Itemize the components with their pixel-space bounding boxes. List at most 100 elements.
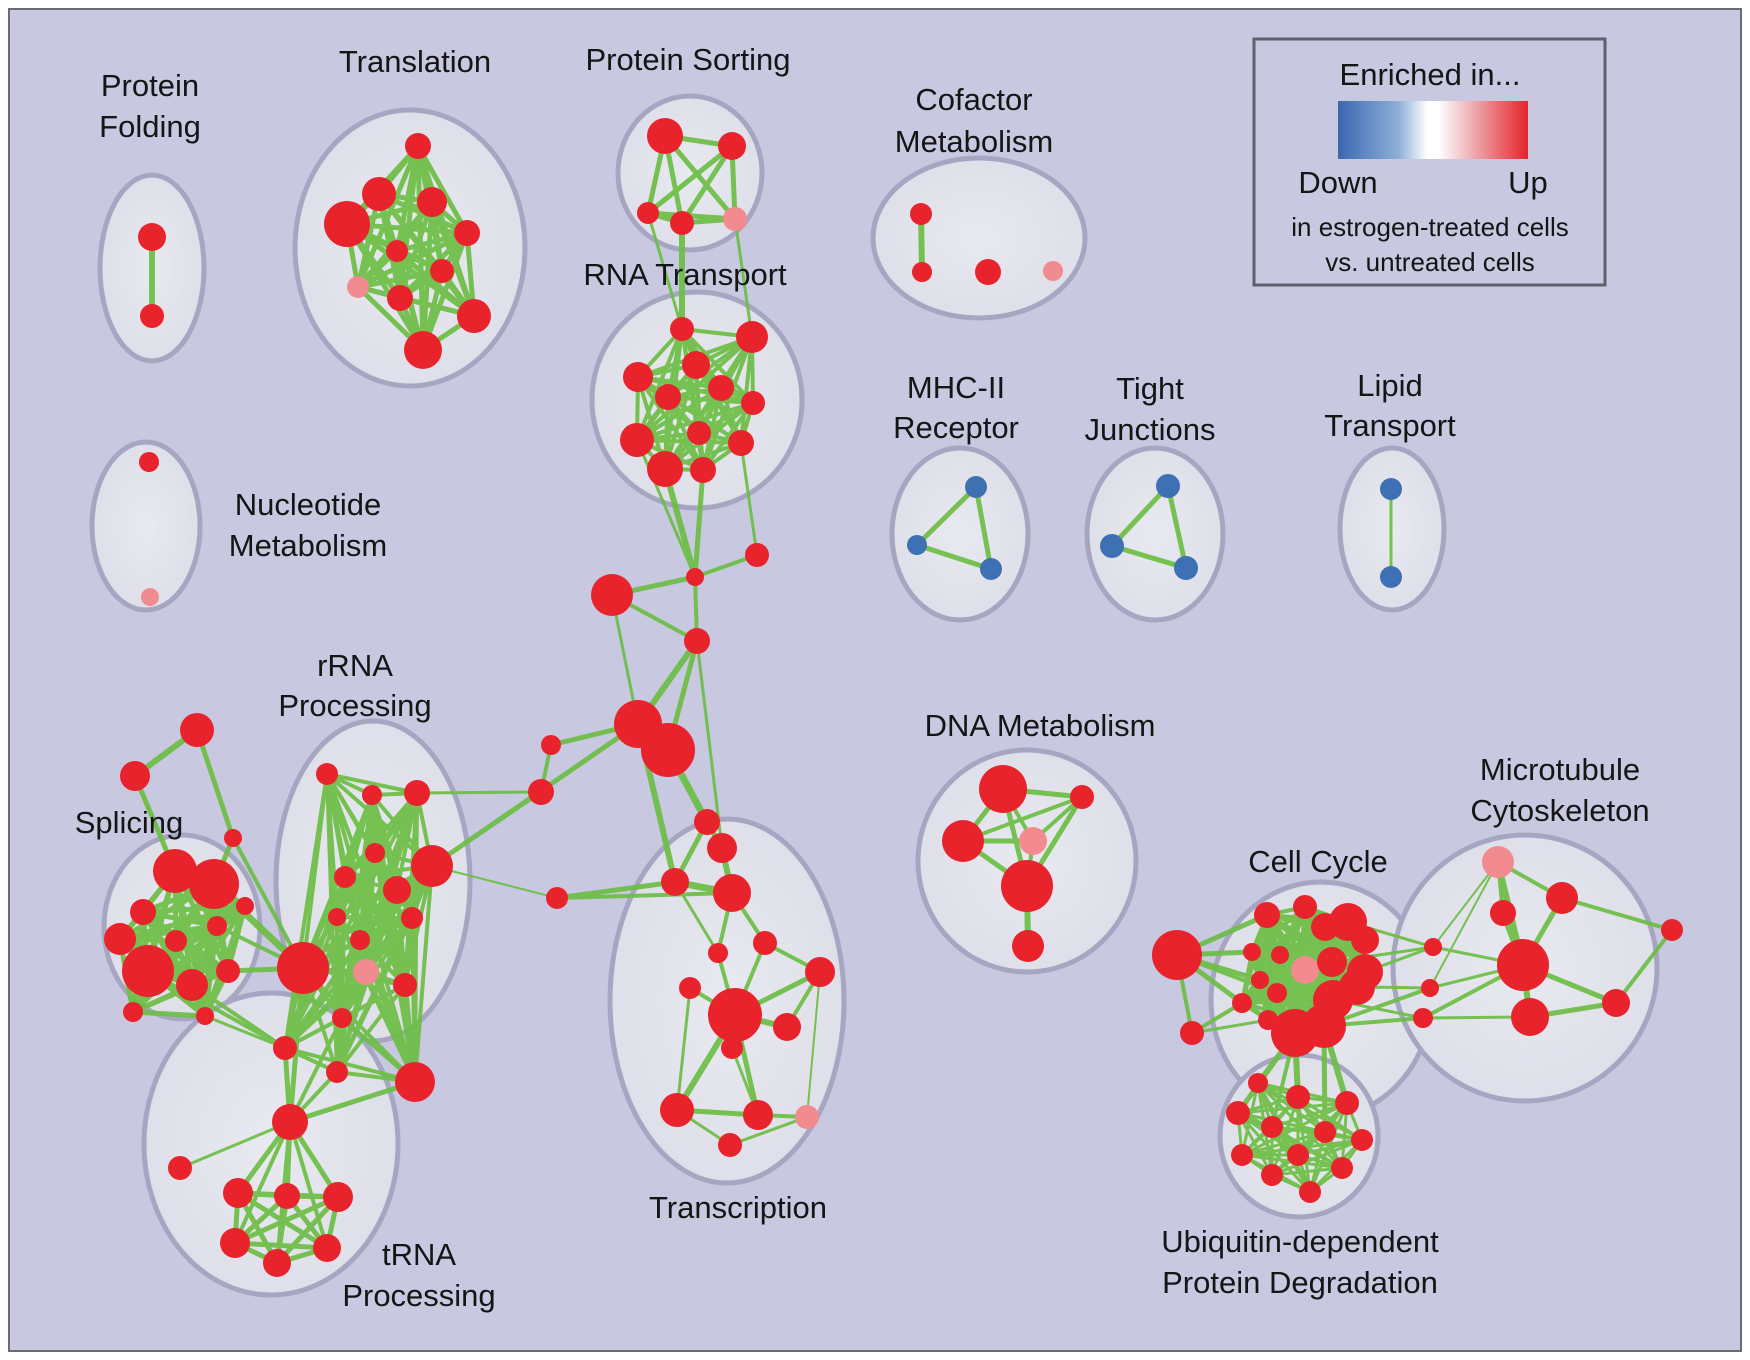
rna-transport-edge [636,375,705,472]
conn-to-transcription-link [554,879,678,901]
rna-transport-node [682,351,710,379]
transcription-node [743,1100,773,1130]
legend-caption-line2: vs. untreated cells [1325,247,1535,277]
protein-sorting-edge [679,143,735,226]
trna-edge [233,1120,292,1245]
splicing-node [189,859,239,909]
rrna-node [401,907,423,929]
transcription-node [708,988,762,1042]
cofactor-node [912,262,932,282]
cell-cycle-node [1271,946,1289,964]
rrna-edge [335,915,414,920]
rrna-node [328,908,346,926]
lipid-node [1380,478,1402,500]
splicing-node [216,959,240,983]
mhc-edge [914,542,994,572]
label-dna: DNA Metabolism [925,708,1156,743]
ubiquitin-node [1331,1157,1353,1179]
rna-transport-edge [635,401,755,442]
splicing-edge [130,1009,208,1019]
nucleotide-node [139,452,159,472]
protein-folding-node [138,223,166,251]
rrna-edge [364,970,417,1084]
mhc-node [980,558,1002,580]
rrna-edge [343,791,419,879]
trna-to-rrna-link [287,1079,418,1125]
protein-sorting-node [647,118,683,154]
conn-node [745,543,769,567]
trna-to-rrna-link [288,1016,344,1124]
translation-edge [344,221,426,353]
rrna-node [316,763,338,785]
trna-node [263,1249,291,1277]
translation-node [324,201,370,247]
rna-transport-node [736,321,768,353]
trna-node [313,1234,341,1262]
microtubule-node [1546,882,1578,914]
rna-transport-node [741,391,765,415]
translation-node [454,220,480,246]
protein-sorting-node [723,207,747,231]
translation-node [457,299,491,333]
label-nucleotide: Nucleotide [235,487,381,522]
enrichment-map: Protein Folding Translation Protein Sorting… [75,37,1683,1313]
rrna-node [326,1061,348,1083]
rna-transport-node [620,423,654,457]
cell-cycle-node [1339,969,1375,1005]
translation-node [387,285,413,311]
rna-transport-edge [701,401,755,472]
label-tight: Tight [1116,371,1184,406]
mhc-ellipse [889,445,1031,623]
transcription-node [721,1037,743,1059]
rrna-node [411,845,453,887]
rrna-edge [283,791,419,1050]
trna-edge [232,1194,341,1246]
rrna-node [332,1008,352,1028]
cofactor-node [975,259,1001,285]
cell-cycle-node [1351,926,1379,954]
tight-node [1174,556,1198,580]
trna-node [272,1104,308,1140]
cluster-labels: Protein Folding Translation Protein Sorting… [75,42,1650,1313]
rrna-edge [413,864,434,1084]
rrna-node [277,942,329,994]
lipid-node [1380,566,1402,588]
rna-transport-to-conn-link [662,466,698,580]
translation-node [347,276,369,298]
ubiquitin-node [1231,1144,1253,1166]
rna-transport-node [728,430,754,456]
microtubule-edge [1432,861,1499,948]
ubiquitin-edge [1240,1130,1327,1157]
cell-cycle-node [1291,956,1319,984]
conn-node [541,735,561,755]
figure-frame: Protein Folding Translation Protein Sorting… [8,8,1742,1352]
conn-to-transcription-link [555,891,734,900]
ubiquitin-edge [1270,1138,1364,1177]
cell-cycle-node [1293,895,1317,919]
label-mhc: Receptor [893,410,1019,445]
label-microtubule: Cytoskeleton [1470,793,1649,828]
ubiquitin-edge [1270,1166,1344,1177]
label-cofactor: Cofactor [915,82,1032,117]
label-microtubule: Microtubule [1480,752,1640,787]
transcription-node [679,977,701,999]
label-mhc: MHC-II [907,370,1005,405]
rrna-edge [283,1046,417,1084]
label-protein-sorting: Protein Sorting [585,42,790,77]
tight-ellipse [1084,445,1226,623]
protein-sorting-edge [662,133,738,222]
transcription-node [708,943,728,963]
cofactor-node [910,203,932,225]
cell-cycle-edge [1278,938,1367,957]
microtubule-node [1511,998,1549,1036]
conn-edge [194,727,236,841]
rna-transport-edge [636,375,755,405]
label-ubiquitin: Protein Degradation [1162,1265,1438,1300]
legend-caption-line1: in estrogen-treated cells [1291,212,1568,242]
legend: Enriched in... Down Up in estrogen-treat… [1252,37,1607,287]
rna-transport-node [690,457,716,483]
trna-edge [178,1120,292,1170]
trna-node [274,1183,300,1209]
rrna-node [273,1036,297,1060]
dna-node [1070,785,1094,809]
